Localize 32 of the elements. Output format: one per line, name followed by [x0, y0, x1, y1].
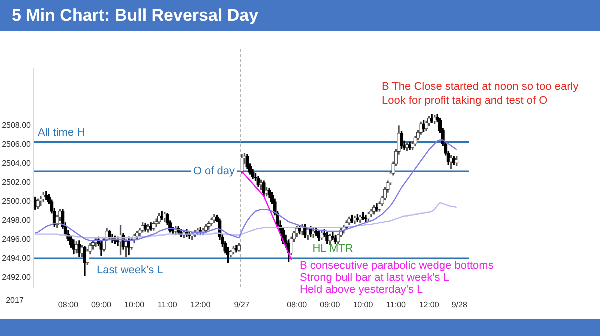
annotation: B The Close started at noon so too early [382, 81, 580, 94]
annotation: HL MTR [312, 243, 354, 256]
x-tick-label: 9/27 [234, 300, 250, 310]
y-tick-label: 2492.00 [2, 273, 32, 282]
y-tick-label: 2500.00 [2, 197, 32, 206]
x-tick-label: 10:00 [353, 300, 374, 310]
x-tick-label: 11:00 [386, 300, 407, 310]
x-tick-label: 09:00 [320, 300, 341, 310]
x-tick-label: 11:00 [158, 300, 178, 310]
y-tick-label: 2494.00 [2, 254, 32, 264]
y-tick-label: 2508.00 [2, 121, 32, 130]
annotation: Strong bull bar at last week's L [300, 272, 450, 284]
x-tick-label: 10:00 [124, 300, 146, 310]
y-tick-label: 2504.00 [2, 159, 32, 168]
x-tick-label: 12:00 [190, 300, 212, 310]
annotation: Held above yesterday's L [300, 284, 424, 296]
y-tick-label: 2502.00 [2, 178, 32, 188]
x-tick-label: 08:00 [58, 300, 79, 310]
ref-line-label: Last week's L [97, 264, 164, 277]
y-tick-label: 2506.00 [2, 140, 32, 150]
x-tick-label: 12:00 [419, 300, 440, 310]
text: 2017 [6, 296, 24, 306]
chart-title: 5 Min Chart: Bull Reversal Day [12, 6, 259, 26]
annotation: B consecutive parabolic wedge bottoms [300, 260, 494, 272]
y-tick-label: 2498.00 [2, 216, 32, 226]
x-tick-label: 09:00 [91, 300, 112, 310]
y-tick-label: 2496.00 [2, 235, 32, 244]
ref-line-label: All time H [38, 127, 86, 140]
x-tick-label: 08:00 [287, 300, 308, 310]
x-tick-label: 9/28 [452, 300, 468, 310]
annotation: Look for profit taking and test of O [382, 95, 548, 108]
ref-line-label: O of day [193, 166, 236, 178]
